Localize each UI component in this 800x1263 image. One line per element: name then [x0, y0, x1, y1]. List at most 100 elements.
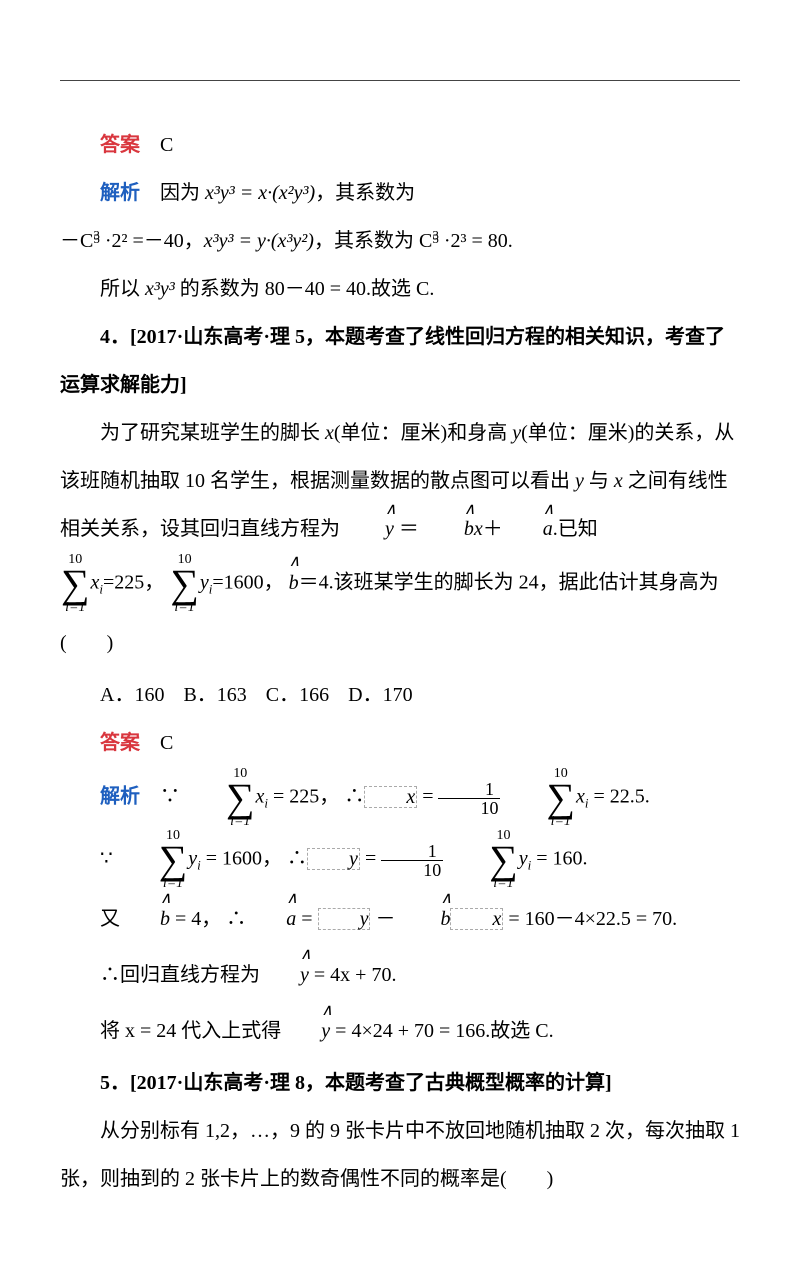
answer-text: C	[160, 732, 173, 754]
var: y	[188, 848, 197, 870]
text: 将 x = 24 代入上式得	[100, 1020, 281, 1042]
option-a: A．160	[100, 684, 164, 706]
den: 10	[438, 798, 500, 817]
text: ，其系数为	[315, 182, 415, 204]
explain-3: 解析 因为 x³y³ = x·(x²y³)，其系数为	[60, 169, 740, 217]
text: 所以	[100, 278, 145, 300]
b-hat: b	[400, 891, 450, 947]
y-bar: y	[318, 908, 371, 930]
sum-icon: 10 ∑ i=1	[170, 553, 199, 615]
plus: ＋	[483, 518, 503, 540]
text: = 1600，	[201, 848, 282, 870]
explain-label: 解析	[100, 182, 140, 204]
text: (单位：厘米)和身高	[334, 422, 512, 444]
y-hat: y	[281, 1003, 330, 1059]
text: 与	[584, 470, 614, 492]
b-hat: b	[424, 505, 474, 553]
text: －	[370, 908, 400, 930]
text: = 4，	[170, 908, 221, 930]
a-hat: a	[503, 505, 553, 553]
explain-4a: 解析 ∵ 10 ∑ i=1 xi = 225， ∴x = 110 10 ∑ i=…	[60, 767, 740, 829]
text: = 22.5.	[589, 786, 650, 808]
fraction: 110	[438, 780, 500, 817]
answer-4: 答案 C	[60, 719, 740, 767]
var: y	[519, 848, 528, 870]
text: =	[296, 908, 317, 930]
sum-bot: i=1	[449, 877, 518, 891]
math: x³y³	[145, 278, 175, 300]
fraction: 110	[381, 842, 443, 879]
sub: 5	[93, 223, 100, 254]
sum-icon: 10 ∑ i=1	[186, 767, 255, 829]
explain-4d: ∴回归直线方程为y = 4x + 70.	[60, 947, 740, 1003]
x-bar: x	[450, 908, 503, 930]
sum-bot: i=1	[506, 815, 575, 829]
text: .已知	[553, 518, 598, 540]
q5-title: 5．[2017·山东高考·理 8，本题考查了古典概型概率的计算]	[60, 1059, 740, 1107]
explain-3b: －C35 ·2² =－40，x³y³ = y·(x³y²)，其系数为 C35 ·…	[60, 217, 740, 265]
q4-title: 4．[2017·山东高考·理 5，本题考查了线性回归方程的相关知识，考查了运算求…	[60, 313, 740, 409]
page: 答案 C 解析 因为 x³y³ = x·(x²y³)，其系数为 －C35 ·2²…	[0, 0, 800, 1263]
sum-bot: i=1	[61, 601, 90, 615]
text: ，其系数为 C	[314, 230, 432, 252]
sum-icon: 10 ∑ i=1	[506, 767, 575, 829]
text: = 225，	[268, 786, 339, 808]
sum-icon: 10 ∑ i=1	[61, 553, 90, 615]
math: x³y³ = y·(x³y²)	[204, 230, 314, 252]
explain-4e: 将 x = 24 代入上式得y = 4×24 + 70 = 166.故选 C.	[60, 1003, 740, 1059]
b-hat: b	[120, 891, 170, 947]
top-rule	[60, 80, 740, 81]
text: = 160.	[531, 848, 587, 870]
text: ∴回归直线方程为	[100, 964, 260, 986]
sub: 5	[432, 223, 439, 254]
y-hat: y	[345, 505, 394, 553]
text: ∵	[100, 848, 113, 870]
x-bar: x	[364, 786, 417, 808]
num: 1	[438, 780, 500, 798]
explain-3c: 所以 x³y³ 的系数为 80－40 = 40.故选 C.	[60, 265, 740, 313]
text: 因为	[160, 182, 205, 204]
y-bar: y	[307, 848, 360, 870]
var: x	[576, 786, 585, 808]
q5-body: 从分别标有 1,2，…，9 的 9 张卡片中不放回地随机抽取 2 次，每次抽取 …	[60, 1107, 740, 1203]
options: A．160 B．163 C．166 D．170	[60, 671, 740, 719]
answer-text: C	[160, 134, 173, 156]
eq: ＝	[394, 518, 424, 540]
var-y: y	[575, 470, 584, 492]
sum-bot: i=1	[170, 601, 199, 615]
explain-label: 解析	[100, 786, 140, 808]
text: 为了研究某班学生的脚长	[100, 422, 325, 444]
option-c: C．166	[266, 684, 329, 706]
sum-bot: i=1	[186, 815, 255, 829]
option-d: D．170	[348, 684, 412, 706]
answer-label: 答案	[100, 134, 140, 156]
option-b: B．163	[183, 684, 246, 706]
text: ∴	[287, 848, 307, 870]
text: = 4x + 70.	[309, 964, 397, 986]
answer-3: 答案 C	[60, 121, 740, 169]
var: y	[200, 572, 209, 594]
text: ∴	[344, 786, 364, 808]
var-x: x	[614, 470, 623, 492]
text: =1600，	[212, 572, 283, 594]
q4-sums: 10 ∑ i=1 xi=225， 10 ∑ i=1 yi=1600， b＝4.该…	[60, 553, 740, 671]
text: －C	[60, 230, 93, 252]
sum-icon: 10 ∑ i=1	[449, 829, 518, 891]
text: ·2² =－40，	[105, 230, 204, 252]
text: = 160－4×22.5 = 70.	[503, 908, 677, 930]
math: x³y³ = x·(x²y³)	[205, 182, 315, 204]
text: = 4×24 + 70 = 166.故选 C.	[330, 1020, 553, 1042]
var-y: y	[512, 422, 521, 444]
text: ∴	[226, 908, 246, 930]
num: 1	[381, 842, 443, 860]
var-x: x	[325, 422, 334, 444]
b-hat: b	[289, 555, 299, 611]
text: ∵	[160, 786, 180, 808]
text: 的系数为 80－40 = 40.故选 C.	[175, 278, 435, 300]
explain-4c: 又b = 4， ∴a = y － bx = 160－4×22.5 = 70.	[60, 891, 740, 947]
text: =225，	[103, 572, 164, 594]
text: ·2³ = 80.	[444, 230, 513, 252]
text: 又	[100, 908, 120, 930]
answer-label: 答案	[100, 732, 140, 754]
q4-body: 为了研究某班学生的脚长 x(单位：厘米)和身高 y(单位：厘米)的关系，从该班随…	[60, 409, 740, 553]
